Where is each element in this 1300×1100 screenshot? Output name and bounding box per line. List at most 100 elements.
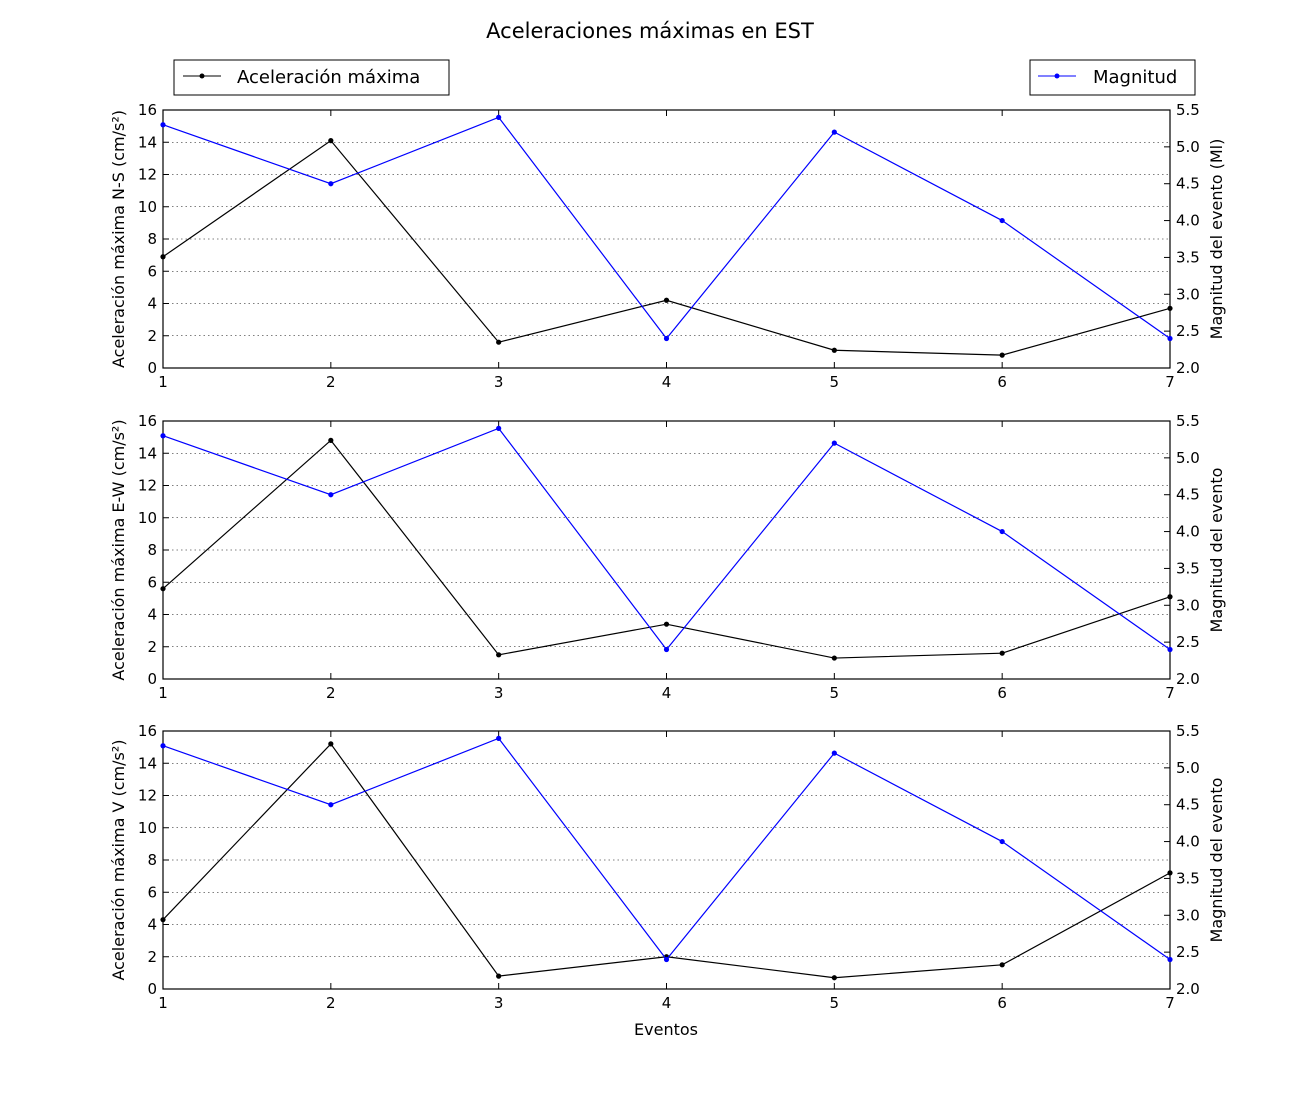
acceleration-point	[1167, 870, 1173, 876]
magnitude-point	[496, 425, 502, 431]
magnitude-point	[1167, 335, 1173, 342]
x-tick-label: 2	[326, 373, 336, 391]
x-tick-label: 7	[1165, 684, 1175, 702]
acceleration-point	[496, 652, 502, 658]
y2-tick-label: 2.5	[1176, 943, 1200, 961]
y2-tick-label: 3.5	[1176, 248, 1200, 266]
y2-tick-label: 5.5	[1176, 722, 1200, 740]
y2-tick-label: 4.5	[1176, 796, 1200, 814]
acceleration-point	[663, 621, 670, 627]
x-tick-label: 3	[494, 373, 504, 391]
magnitude-point	[496, 114, 502, 120]
x-tick-label: 1	[158, 684, 168, 702]
magnitude-point	[496, 735, 502, 741]
magnitude-point	[999, 838, 1005, 845]
y2-tick-label: 4.5	[1176, 486, 1200, 504]
y-tick-label: 8	[147, 851, 157, 869]
y2-tick-label: 5.5	[1176, 412, 1200, 430]
magnitude-point	[328, 802, 334, 808]
x-tick-label: 1	[158, 994, 168, 1012]
acceleration-series-line	[162, 139, 1171, 356]
y-tick-label: 2	[147, 327, 157, 345]
legend-magnitude: Magnitud	[1029, 59, 1196, 96]
x-tick-label: 5	[830, 373, 840, 391]
magnitude-point	[160, 743, 166, 749]
acceleration-point	[1167, 305, 1173, 311]
magnitude-point	[1167, 646, 1173, 653]
acceleration-point	[160, 586, 166, 592]
y-tick-label: 0	[147, 359, 157, 377]
acceleration-point	[496, 973, 502, 979]
acceleration-point	[496, 339, 502, 345]
acceleration-point	[831, 347, 837, 353]
x-tick-label: 7	[1165, 994, 1175, 1012]
y2-tick-label: 4.0	[1176, 212, 1200, 230]
x-tick-label: 7	[1165, 373, 1175, 391]
y2-tick-label: 2.0	[1176, 670, 1200, 688]
y-tick-label: 8	[147, 230, 157, 248]
subplot-2: 1 2 3 4 5 6 702468101214162.02.53.03.54.04.55.…	[109, 412, 1226, 702]
y2-tick-label: 5.0	[1176, 449, 1200, 467]
y2-tick-label: 4.0	[1176, 833, 1200, 851]
x-tick-label: 6	[997, 373, 1007, 391]
legend-magnitude-label: Magnitud	[1093, 67, 1177, 88]
y-tick-label: 4	[147, 295, 157, 313]
y-tick-label: 12	[138, 166, 157, 184]
y-tick-label: 4	[147, 916, 157, 934]
y-axis-label: Aceleración máxima V (cm/s²)	[109, 739, 128, 980]
x-tick-label: 1	[158, 373, 168, 391]
y2-tick-label: 2.5	[1176, 633, 1200, 651]
y-tick-label: 4	[147, 606, 157, 624]
y-tick-label: 14	[138, 133, 157, 151]
y-tick-label: 14	[138, 754, 157, 772]
x-tick-label: 2	[326, 684, 336, 702]
y2-axis-label: Magnitud del evento (Ml)	[1207, 139, 1226, 340]
magnitude-point	[663, 956, 670, 963]
legend-magnitude-marker	[1054, 73, 1060, 79]
y-tick-label: 16	[138, 722, 157, 740]
y-tick-label: 12	[138, 477, 157, 495]
magnitude-point	[999, 528, 1005, 535]
y-tick-label: 10	[138, 819, 157, 837]
y-tick-label: 0	[147, 980, 157, 998]
y-tick-label: 2	[147, 948, 157, 966]
magnitude-point	[663, 335, 670, 342]
y2-tick-label: 2.5	[1176, 322, 1200, 340]
y-tick-label: 10	[138, 198, 157, 216]
acceleration-point	[663, 297, 670, 303]
magnitude-point	[328, 181, 334, 187]
magnitude-point	[831, 440, 837, 446]
y2-tick-label: 3.0	[1176, 285, 1200, 303]
y-tick-label: 16	[138, 412, 157, 430]
y2-tick-label: 5.5	[1176, 101, 1200, 119]
y-tick-label: 6	[147, 262, 157, 280]
y2-tick-label: 2.0	[1176, 980, 1200, 998]
acceleration-point	[160, 917, 166, 923]
acceleration-point	[831, 975, 837, 981]
y2-tick-label: 3.5	[1176, 559, 1200, 577]
acceleration-point	[160, 254, 166, 260]
magnitude-point	[831, 129, 837, 135]
acceleration-point	[328, 741, 334, 747]
y-tick-label: 10	[138, 509, 157, 527]
x-tick-label: 4	[662, 373, 672, 391]
magnitude-series-line	[162, 116, 1171, 340]
magnitude-series-line	[162, 737, 1171, 961]
y-axis-label: Aceleración máxima E-W (cm/s²)	[109, 419, 128, 680]
y-tick-label: 12	[138, 787, 157, 805]
x-tick-label: 6	[997, 994, 1007, 1012]
acceleration-point	[328, 437, 334, 443]
legend-acceleration-box	[173, 59, 450, 96]
y2-tick-label: 3.0	[1176, 906, 1200, 924]
y-tick-label: 14	[138, 444, 157, 462]
y-tick-label: 6	[147, 573, 157, 591]
x-tick-label: 4	[662, 994, 672, 1012]
x-tick-label: 5	[830, 684, 840, 702]
acceleration-point	[999, 650, 1005, 656]
magnitude-point	[160, 433, 166, 439]
subplot-1: 1 2 3 4 5 6 702468101214162.02.53.03.54.04.55.…	[109, 101, 1226, 391]
figure-title: Aceleraciones máximas en EST	[486, 19, 814, 43]
x-tick-label: 6	[997, 684, 1007, 702]
x-tick-label: 3	[494, 684, 504, 702]
